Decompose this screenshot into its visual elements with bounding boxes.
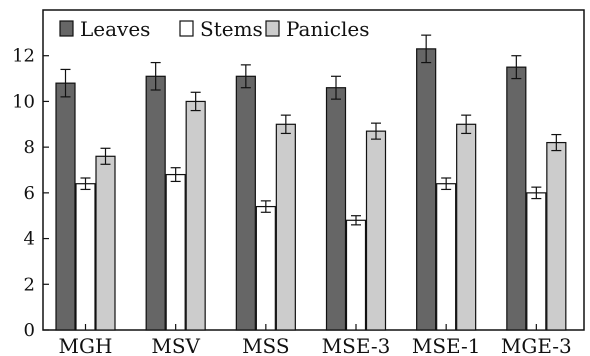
bar-panicles-mss xyxy=(275,123,296,331)
x-tick-label: MSE-3 xyxy=(322,334,391,356)
bar-leaves-mgh xyxy=(55,82,76,331)
bar-stems-mse-1 xyxy=(436,183,457,331)
bar-leaves-mge-3 xyxy=(506,66,527,331)
bar-panicles-mge-3 xyxy=(546,141,567,331)
bar-stems-mss xyxy=(255,205,276,331)
x-tick-label: MSE-1 xyxy=(412,334,481,356)
y-tick-label: 8 xyxy=(24,137,35,158)
bar-panicles-mse-1 xyxy=(456,123,477,331)
bar-leaves-mse-1 xyxy=(416,48,437,331)
legend-label-stems: Stems xyxy=(200,17,263,41)
bar-leaves-msv xyxy=(145,75,166,331)
x-tick-label: MGH xyxy=(59,334,113,356)
legend-swatch-panicles xyxy=(265,20,280,37)
bar-leaves-mse-3 xyxy=(325,87,347,331)
legend: Leaves Stems Panicles xyxy=(59,17,369,41)
bars-layer xyxy=(55,34,567,331)
plot-frame xyxy=(42,9,585,331)
bar-panicles-mse-3 xyxy=(365,130,387,331)
x-tick-label: MSV xyxy=(151,334,200,356)
bar-panicles-msv xyxy=(185,100,206,331)
legend-swatch-leaves xyxy=(59,20,74,37)
y-tick-label: 0 xyxy=(24,320,35,341)
x-tick-label: MGE-3 xyxy=(501,334,572,356)
legend-label-leaves: Leaves xyxy=(80,17,150,41)
y-tick-label: 12 xyxy=(12,46,35,67)
x-axis: MGH MSV MSS MSE-3 MSE-1 MGE-3 xyxy=(59,324,572,356)
y-axis: 0 2 4 6 8 10 12 xyxy=(12,46,49,341)
y-tick-label: 6 xyxy=(24,183,35,204)
bar-panicles-mgh xyxy=(95,155,116,331)
y-tick-label: 10 xyxy=(12,91,35,112)
bar-stems-msv xyxy=(165,173,186,331)
bar-stems-mse-3 xyxy=(345,219,367,331)
bar-stems-mge-3 xyxy=(526,192,547,331)
bar-leaves-mss xyxy=(235,75,256,331)
y-tick-label: 2 xyxy=(24,274,35,295)
legend-swatch-stems xyxy=(179,20,194,37)
bar-stems-mgh xyxy=(75,183,96,331)
x-tick-label: MSS xyxy=(242,334,290,356)
y-tick-label: 4 xyxy=(24,229,35,250)
legend-label-panicles: Panicles xyxy=(286,17,369,41)
